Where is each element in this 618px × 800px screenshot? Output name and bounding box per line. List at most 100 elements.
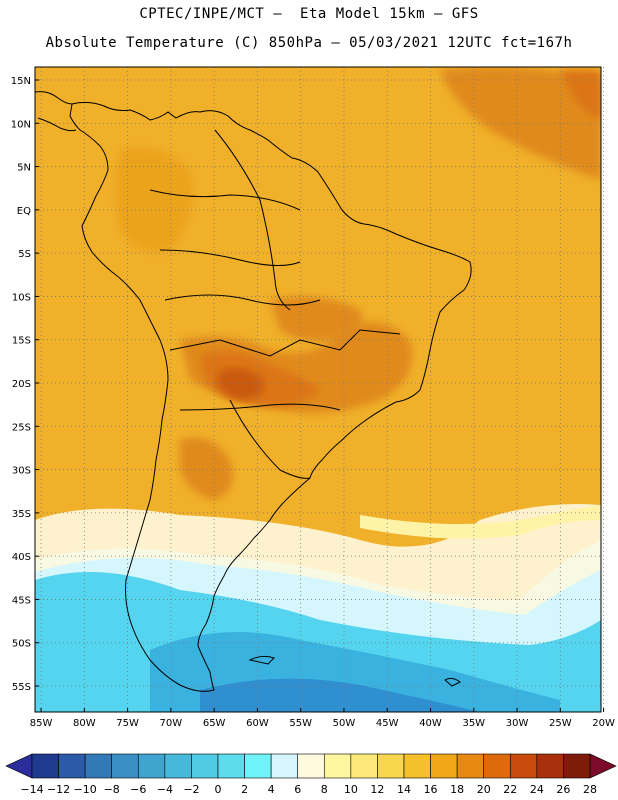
lat-label: 15S (12, 336, 31, 347)
lon-label: 30W (506, 718, 529, 729)
coastline-segment (37, 117, 77, 132)
colorbar-swatch (509, 753, 538, 779)
colorbar-swatch (270, 753, 299, 779)
coastline-segment (229, 399, 311, 479)
colorbar-label: 24 (530, 783, 544, 796)
lon-label: 80W (73, 718, 96, 729)
colorbar-label: 10 (344, 783, 358, 796)
colorbar-swatch (84, 753, 113, 779)
colorbar-label: −6 (130, 783, 146, 796)
colorbar-label: 4 (268, 783, 275, 796)
colorbar-label: 18 (450, 783, 464, 796)
colorbar-swatch (111, 753, 139, 779)
lon-label: 55W (289, 718, 312, 729)
map-field (35, 67, 601, 712)
colorbar-swatch (191, 753, 219, 779)
colorbar-label: 28 (583, 783, 597, 796)
colorbar-swatch (58, 753, 86, 779)
temperature-zone (440, 67, 601, 180)
title-line-1: CPTEC/INPE/MCT – Eta Model 15km – GFS (139, 6, 479, 22)
lon-label: 35W (462, 718, 485, 729)
colorbar-label: 2 (241, 783, 248, 796)
colorbar-swatch (244, 753, 272, 779)
colorbar-swatch (456, 753, 485, 779)
coastline-segment (159, 249, 301, 266)
colorbar-label: −8 (104, 783, 120, 796)
lat-label: 55S (12, 682, 31, 693)
coastline-segment (169, 329, 401, 357)
colorbar-swatch (377, 753, 405, 779)
colorbar-label: 6 (294, 783, 301, 796)
lat-label: EQ (17, 206, 31, 217)
latitude-labels: 15N 10N 5N EQ 5S 10S 15S 20S 25S 30S 35S 40S 45S 50S 5… (11, 76, 39, 693)
lat-label: 10N (11, 119, 31, 130)
lat-label: 30S (12, 466, 31, 477)
lat-label: 5S (18, 249, 31, 260)
coastline-segment (248, 655, 275, 665)
colorbar-swatch (430, 753, 458, 779)
lon-label: 20W (592, 718, 615, 729)
colorbar-label: −10 (74, 783, 97, 796)
lon-label: 25W (549, 718, 572, 729)
colorbar-label: −4 (157, 783, 173, 796)
lon-label: 70W (160, 718, 183, 729)
colorbar-label: 16 (424, 783, 438, 796)
lon-label: 85W (30, 718, 53, 729)
colorbar-swatch (563, 753, 591, 779)
coastline-segment (444, 677, 461, 687)
colorbar-label: 22 (503, 783, 517, 796)
coastline-segment (69, 101, 472, 692)
temperature-map: 15N 10N 5N EQ 5S 10S 15S 20S 25S 30S 35S 40S 45S 50S 5… (11, 66, 615, 729)
longitude-labels: 85W 80W 75W 70W 65W 60W 55W 50W 45W 40W 35W 30W 25W 2… (30, 708, 615, 729)
coastline-segment (164, 294, 321, 306)
colorbar-label: 0 (215, 783, 222, 796)
colorbar-swatch (403, 753, 431, 779)
lat-label: 35S (12, 509, 31, 520)
lat-label: 10S (12, 292, 31, 303)
coastline-segment (34, 91, 73, 105)
colorbar-low-end (5, 753, 33, 779)
colorbar-label: 14 (397, 783, 411, 796)
colorbar-label: 8 (321, 783, 328, 796)
colorbar-swatch (217, 753, 245, 779)
colorbar: −14 −12 −10 −8 −6 −4 −2 0 2 4 6 8 10 12 14 16 18 20 22 24 26… (5, 753, 617, 796)
lat-label: 40S (12, 552, 31, 563)
temperature-zone (115, 147, 193, 253)
coastline-segment (149, 189, 301, 211)
lat-label: 50S (12, 639, 31, 650)
temperature-zone (200, 678, 480, 712)
temperature-zone (180, 437, 233, 500)
colorbar-label: −12 (47, 783, 70, 796)
temperature-zone (560, 70, 601, 120)
colorbar-swatch (350, 753, 378, 779)
colorbar-label: −2 (183, 783, 199, 796)
map-frame (34, 66, 602, 713)
lon-label: 65W (203, 718, 226, 729)
lon-label: 60W (246, 718, 269, 729)
colorbar-label: 26 (556, 783, 570, 796)
colorbar-swatch (297, 753, 325, 779)
colorbar-label: 12 (370, 783, 384, 796)
lon-label: 40W (419, 718, 442, 729)
temperature-zone (218, 368, 264, 400)
colorbar-swatch (137, 753, 166, 779)
colorbar-swatch (483, 753, 511, 779)
temperature-zone (360, 505, 601, 539)
lat-label: 15N (11, 76, 31, 87)
lon-label: 45W (376, 718, 399, 729)
colorbar-swatch (31, 753, 59, 779)
lat-label: 45S (12, 595, 31, 606)
temperature-zone (270, 296, 363, 342)
title-line-2: Absolute Temperature (C) 850hPa – 05/03/… (45, 35, 573, 51)
colorbar-swatch (323, 753, 352, 779)
colorbar-high-end (589, 753, 617, 779)
lat-label: 25S (12, 422, 31, 433)
coastline-segment (214, 129, 291, 311)
lat-label: 20S (12, 379, 31, 390)
lat-label: 5N (17, 163, 31, 174)
colorbar-label: −14 (20, 783, 43, 796)
coastline (34, 91, 472, 692)
colorbar-label: 20 (477, 783, 491, 796)
lon-label: 50W (333, 718, 356, 729)
colorbar-swatch (164, 753, 192, 779)
